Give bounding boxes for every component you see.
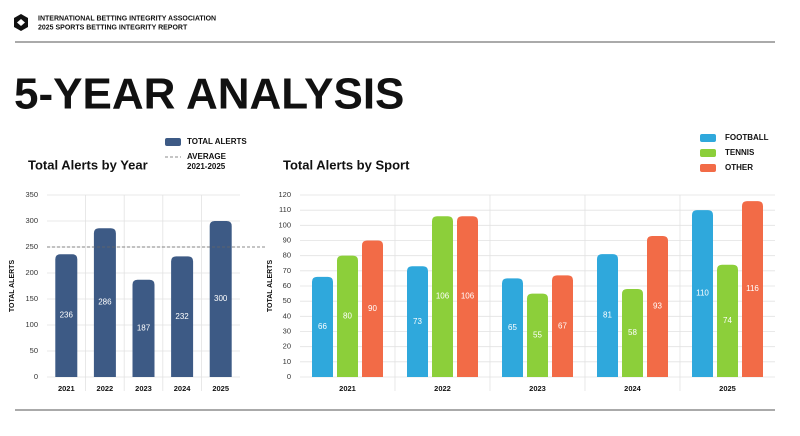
page-title: 5-YEAR ANALYSIS [14, 70, 404, 119]
bar [717, 264, 738, 377]
bar [337, 255, 358, 377]
chart-title: Total Alerts by Year [28, 157, 148, 172]
value-label: 232 [175, 312, 189, 321]
bar [597, 254, 618, 377]
logo [14, 14, 28, 31]
value-label: 67 [558, 321, 567, 330]
x-tick-label: 2022 [434, 384, 451, 393]
value-label: 236 [60, 311, 74, 320]
average-label: 2021-2025 [187, 162, 226, 171]
y-tick-label: 70 [283, 266, 291, 275]
value-label: 300 [214, 294, 228, 303]
bar [622, 289, 643, 377]
org-name: INTERNATIONAL BETTING INTEGRITY ASSOCIAT… [38, 15, 216, 22]
value-label: 110 [696, 289, 709, 298]
x-tick-label: 2022 [97, 384, 114, 393]
value-label: 286 [98, 298, 112, 307]
value-label: 106 [436, 292, 450, 301]
bar [171, 256, 194, 377]
value-label: 65 [508, 323, 517, 332]
bar [209, 221, 232, 377]
bar [502, 278, 523, 377]
bar [647, 235, 668, 377]
legend-label: OTHER [725, 163, 753, 172]
value-label: 66 [318, 322, 327, 331]
y-tick-label: 30 [283, 326, 291, 335]
x-tick-label: 2025 [212, 384, 229, 393]
bar [457, 216, 478, 377]
value-label: 93 [653, 302, 662, 311]
y-tick-label: 60 [283, 281, 291, 290]
average-label: AVERAGE [187, 152, 227, 161]
y-tick-label: 90 [283, 235, 291, 244]
y-tick-label: 100 [25, 320, 38, 329]
bar [407, 266, 428, 377]
x-tick-label: 2025 [719, 384, 736, 393]
y-tick-label: 0 [34, 372, 38, 381]
y-tick-label: 100 [278, 220, 291, 229]
legend-label: TOTAL ALERTS [187, 137, 247, 146]
bar [552, 275, 573, 377]
value-label: 74 [723, 316, 732, 325]
value-label: 106 [461, 292, 475, 301]
y-tick-label: 0 [287, 372, 291, 381]
x-tick-label: 2021 [339, 384, 356, 393]
y-tick-label: 150 [25, 294, 38, 303]
y-axis-label: TOTAL ALERTS [267, 260, 274, 313]
value-label: 80 [343, 311, 352, 320]
y-tick-label: 110 [279, 205, 291, 214]
x-tick-label: 2023 [529, 384, 546, 393]
value-label: 73 [413, 317, 422, 326]
value-label: 55 [533, 330, 542, 339]
bar [362, 240, 383, 377]
y-tick-label: 300 [25, 216, 38, 225]
value-label: 81 [603, 311, 612, 320]
y-tick-label: 50 [283, 296, 291, 305]
x-tick-label: 2023 [135, 384, 152, 393]
bar [692, 210, 713, 377]
chart-title: Total Alerts by Sport [283, 157, 410, 172]
y-tick-label: 350 [25, 190, 38, 199]
legend-swatch [700, 164, 716, 172]
bar [742, 201, 763, 377]
x-tick-label: 2024 [624, 384, 642, 393]
value-label: 58 [628, 328, 637, 337]
x-tick-label: 2024 [174, 384, 192, 393]
bar [312, 276, 333, 377]
report-name: 2025 SPORTS BETTING INTEGRITY REPORT [38, 24, 188, 31]
y-axis-label: TOTAL ALERTS [9, 260, 16, 313]
legend-label: FOOTBALL [725, 133, 769, 142]
value-label: 187 [137, 323, 151, 332]
y-tick-label: 20 [283, 342, 291, 351]
y-tick-label: 120 [278, 190, 291, 199]
x-tick-label: 2021 [58, 384, 75, 393]
legend-swatch [165, 138, 181, 146]
legend-swatch [700, 134, 716, 142]
value-label: 116 [746, 284, 759, 293]
bar [93, 228, 116, 377]
y-tick-label: 10 [283, 357, 291, 366]
y-tick-label: 40 [283, 311, 291, 320]
y-tick-label: 50 [30, 346, 38, 355]
bar [527, 293, 548, 377]
bar [55, 254, 78, 377]
value-label: 90 [368, 304, 377, 313]
y-tick-label: 250 [25, 242, 38, 251]
legend-label: TENNIS [725, 148, 755, 157]
bar [132, 279, 155, 377]
bar [432, 216, 453, 377]
legend-swatch [700, 149, 716, 157]
y-tick-label: 80 [283, 251, 291, 260]
y-tick-label: 200 [25, 268, 38, 277]
